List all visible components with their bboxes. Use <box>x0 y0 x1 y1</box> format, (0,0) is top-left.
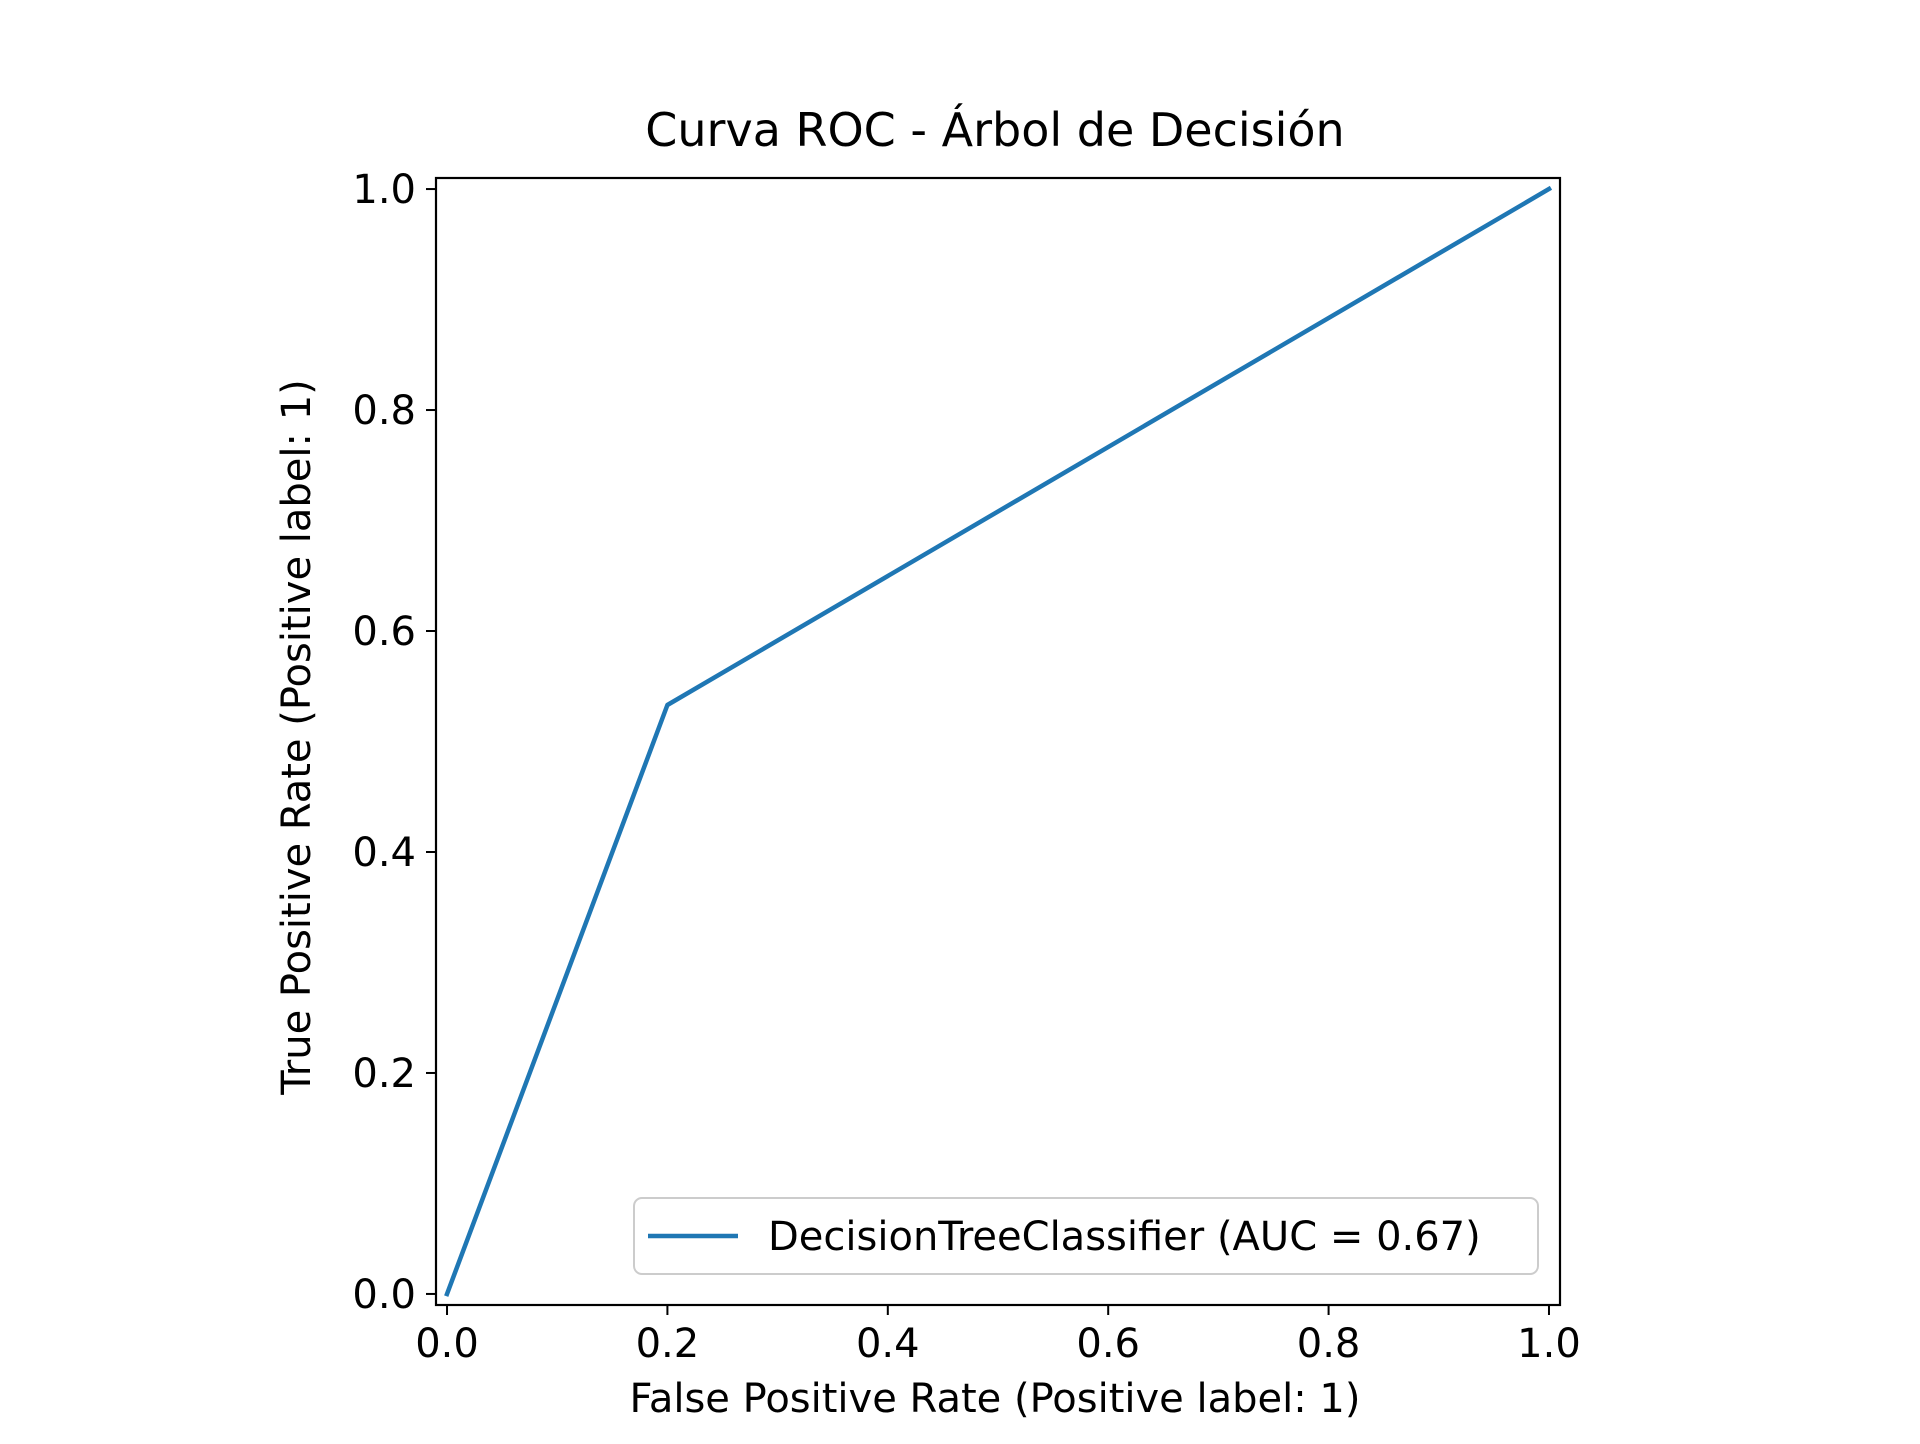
x-tick-label: 0.8 <box>1297 1321 1361 1367</box>
y-tick-label: 0.4 <box>352 830 416 876</box>
plot-frame <box>434 176 1562 1307</box>
x-tick-label: 0.2 <box>636 1321 700 1367</box>
x-axis-ticks: 0.0 0.2 0.4 0.6 0.8 1.0 <box>415 1305 1581 1367</box>
y-tick-label: 1.0 <box>352 167 416 213</box>
x-tick-label: 1.0 <box>1517 1321 1581 1367</box>
x-axis-label: False Positive Rate (Positive label: 1) <box>630 1376 1361 1422</box>
y-axis-label: True Positive Rate (Positive label: 1) <box>274 379 320 1096</box>
x-tick-label: 0.6 <box>1076 1321 1140 1367</box>
chart-title: Curva ROC - Árbol de Decisión <box>645 103 1344 157</box>
legend-label: DecisionTreeClassifier (AUC = 0.67) <box>768 1214 1481 1260</box>
legend: DecisionTreeClassifier (AUC = 0.67) <box>633 1197 1539 1275</box>
x-tick-label: 0.4 <box>856 1321 920 1367</box>
roc-curve-line <box>444 185 1553 1297</box>
y-tick-label: 0.2 <box>352 1051 416 1097</box>
y-tick-label: 0.6 <box>352 609 416 655</box>
y-axis-ticks: 0.0 0.2 0.4 0.6 0.8 1.0 <box>352 167 436 1318</box>
x-tick-label: 0.0 <box>415 1321 479 1367</box>
y-tick-label: 0.0 <box>352 1272 416 1318</box>
legend-box <box>633 1197 1539 1275</box>
y-tick-label: 0.8 <box>352 388 416 434</box>
